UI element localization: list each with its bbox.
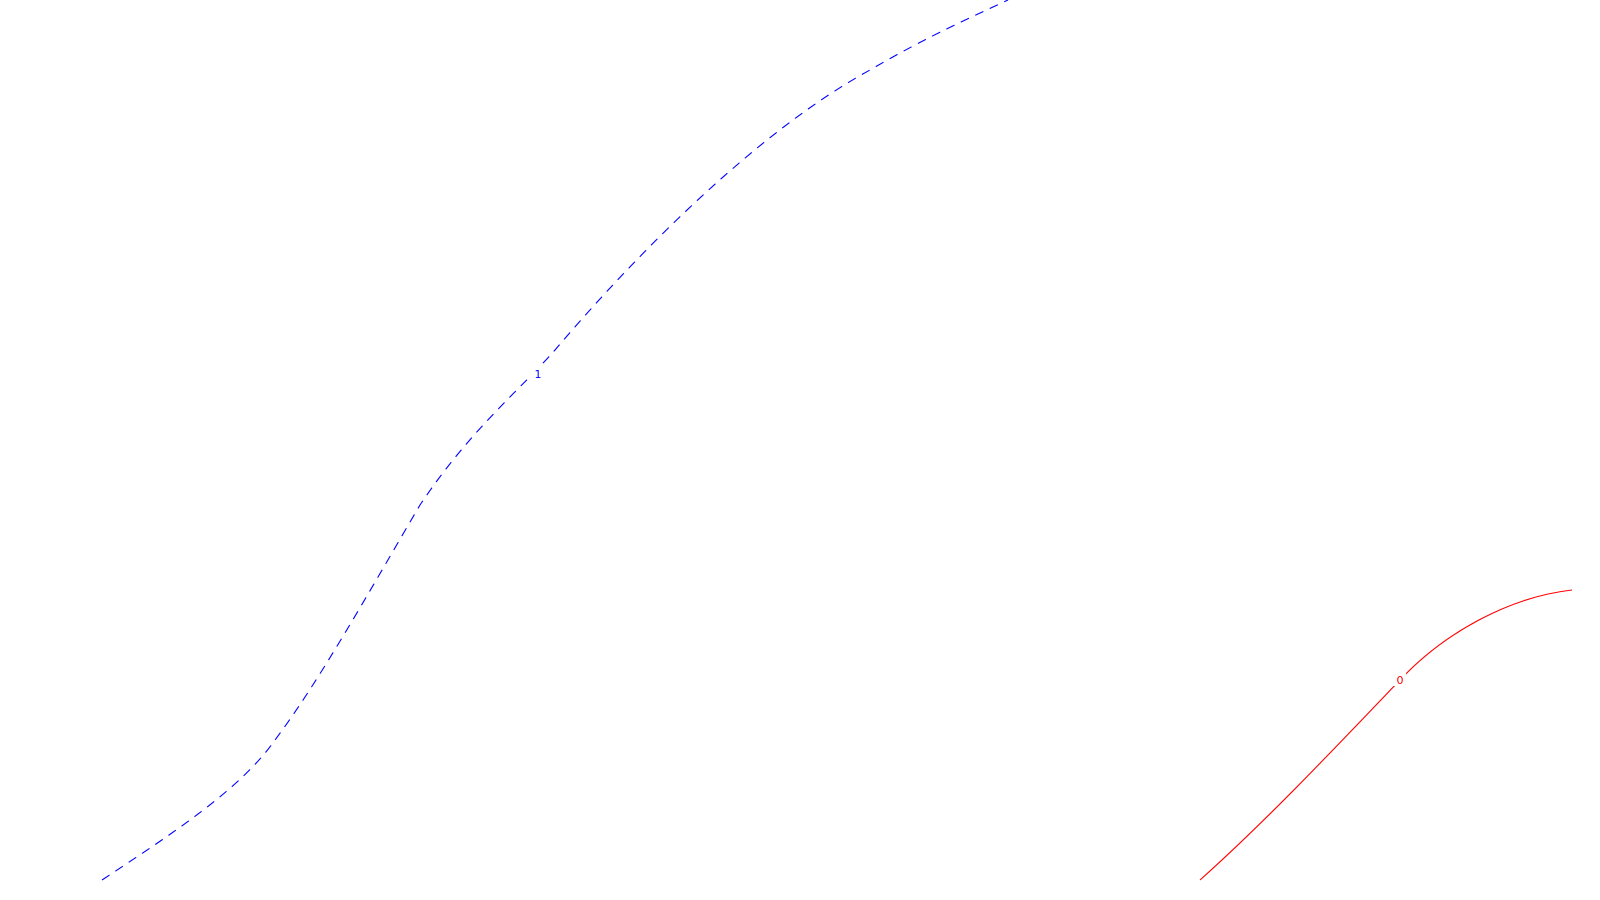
curve-0-label-background [1393,672,1406,686]
curve-0-label: 0 [1397,674,1404,687]
curve-1-label: 1 [535,368,542,381]
curve-1-label-background [531,366,544,380]
